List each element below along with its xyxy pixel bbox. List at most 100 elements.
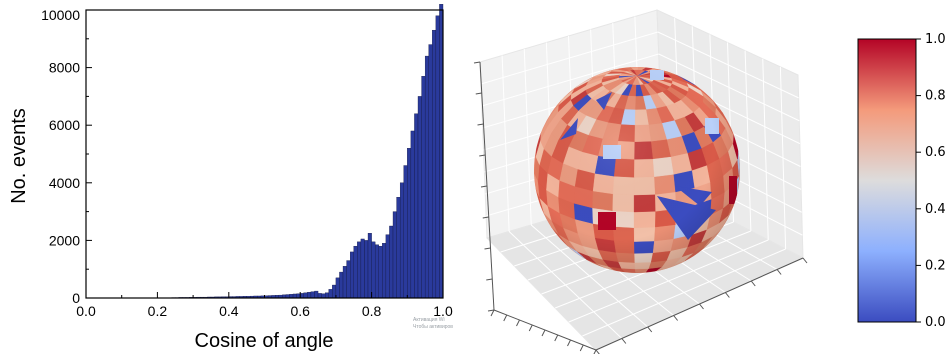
histogram-bar xyxy=(300,293,304,299)
histogram-bar xyxy=(407,148,412,299)
histogram-bar xyxy=(435,15,440,299)
histogram-bar xyxy=(399,182,404,299)
sphere-heatmap-chart xyxy=(473,9,808,354)
x-tick-label: 0.0 xyxy=(76,303,96,319)
histogram-bar xyxy=(353,245,358,299)
x-tick xyxy=(554,334,559,342)
histogram-bar xyxy=(317,293,322,299)
histogram-bar xyxy=(392,211,397,299)
grid-line xyxy=(657,31,799,99)
histogram-bar xyxy=(350,251,354,299)
colorbar: 0.0 0.2 0.4 0.6 0.8 1.0 xyxy=(857,32,946,330)
y-tick xyxy=(724,292,730,298)
x-tick-label: 0.8 xyxy=(362,303,382,319)
y-tick-label: 8000 xyxy=(49,60,80,76)
colorbar-tick-label: 0.2 xyxy=(925,258,946,273)
histogram-bar xyxy=(374,244,379,299)
histogram-bar xyxy=(421,76,426,299)
histogram-bar xyxy=(360,238,365,299)
z-tick xyxy=(475,92,482,95)
histogram-bar xyxy=(367,233,372,299)
histogram-bar xyxy=(432,29,437,299)
z-tick xyxy=(486,278,493,281)
histogram-bar xyxy=(382,243,387,299)
grid-line xyxy=(582,248,786,337)
histogram-bar xyxy=(342,266,347,299)
histogram-bar xyxy=(378,245,383,299)
histogram-bar xyxy=(364,240,369,299)
histogram-bar xyxy=(310,291,315,299)
y-tick xyxy=(647,326,653,333)
histogram-bar xyxy=(385,234,390,299)
histogram-bar xyxy=(339,271,344,299)
y-tick xyxy=(776,269,782,275)
z-tick xyxy=(480,185,488,188)
sphere xyxy=(534,67,740,273)
histogram-bar xyxy=(335,277,340,299)
y-tick-label: 2000 xyxy=(49,232,80,248)
x-tick xyxy=(579,344,584,352)
colorbar-tick-label: 0.0 xyxy=(925,315,946,330)
x-tick xyxy=(490,309,495,317)
x-tick-label: 1.0 xyxy=(433,303,453,319)
histogram-bar xyxy=(396,197,401,299)
histogram-chart: 0.0 0.2 0.4 0.6 0.8 1.0 0 2000 4000 6000… xyxy=(8,4,453,352)
histogram-bar xyxy=(424,55,429,299)
histogram-bar xyxy=(328,289,333,299)
y-tick-label: 4000 xyxy=(49,175,80,191)
colorbar-tick-label: 0.8 xyxy=(925,89,946,104)
colorbar-tick-label: 0.6 xyxy=(925,145,946,160)
histogram-bar xyxy=(307,292,312,299)
x-tick xyxy=(567,339,571,347)
x-tick xyxy=(593,349,597,354)
histogram-bars xyxy=(164,4,444,299)
y-tick-label: 6000 xyxy=(49,117,80,133)
x-tick xyxy=(528,324,533,332)
histogram-bar xyxy=(403,165,408,299)
grid-line xyxy=(568,239,769,323)
histogram-bar xyxy=(428,44,433,299)
histogram-bar xyxy=(296,293,301,299)
watermark-line-2: Чтобы активиров xyxy=(413,324,453,330)
histogram-bar xyxy=(417,96,422,299)
histogram-bar xyxy=(346,260,351,299)
histogram-bar xyxy=(371,241,376,299)
z-tick xyxy=(479,154,486,157)
z-tick xyxy=(487,309,495,312)
y-tick xyxy=(802,257,808,264)
histogram-bar xyxy=(357,241,362,299)
y-tick-label: 0 xyxy=(72,290,80,306)
z-tick xyxy=(477,123,484,126)
grid-line xyxy=(481,53,659,107)
x-axis-ticks xyxy=(85,292,444,298)
y-tick xyxy=(699,303,704,310)
x-axis-title: Cosine of angle xyxy=(195,330,334,352)
y-tick xyxy=(595,349,600,354)
histogram-bar xyxy=(303,292,308,299)
x-tick xyxy=(503,314,508,322)
histogram-bar xyxy=(332,284,337,299)
histogram-bar xyxy=(321,293,326,299)
sphere-shading xyxy=(534,67,740,273)
y-tick-label: 10000 xyxy=(41,7,80,23)
x-tick-label: 0.4 xyxy=(219,303,239,319)
z-tick xyxy=(482,216,489,219)
x-tick-label: 0.6 xyxy=(290,303,310,319)
histogram-bar xyxy=(410,130,415,299)
y-tick xyxy=(673,315,679,321)
histogram-bar xyxy=(292,293,297,299)
watermark-line-1: Активация Wi xyxy=(413,317,445,323)
y-tick xyxy=(621,338,627,344)
x-tick-label: 0.2 xyxy=(148,303,168,319)
y-tick xyxy=(750,280,756,287)
histogram-bar xyxy=(389,225,394,299)
histogram-bar xyxy=(414,113,419,299)
z-tick xyxy=(473,61,481,64)
grid-line xyxy=(658,53,800,122)
x-tick xyxy=(541,329,546,337)
colorbar-ticks xyxy=(916,38,921,323)
colorbar-tick-label: 1.0 xyxy=(925,32,946,47)
colorbar-tick-label: 0.4 xyxy=(925,202,946,217)
